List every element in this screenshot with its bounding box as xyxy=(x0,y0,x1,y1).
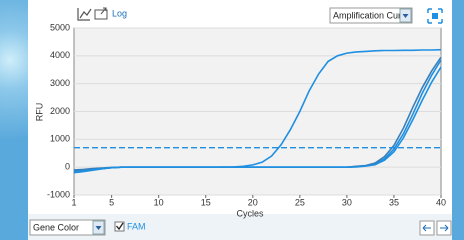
x-tick-label: 1 xyxy=(71,197,76,207)
y-tick-label: 0 xyxy=(65,162,70,172)
app-window: Log Amplification Curve Gene Color FAM C… xyxy=(0,0,464,240)
y-axis-label: RFU xyxy=(34,103,44,122)
chart: Log Amplification Curve Gene Color FAM C… xyxy=(0,0,464,240)
x-tick-label: 20 xyxy=(248,197,258,207)
color-dropdown-text: Gene Color xyxy=(33,222,79,232)
y-tick-label: 4000 xyxy=(50,50,70,60)
log-button[interactable]: Log xyxy=(112,8,127,18)
x-tick-label: 35 xyxy=(389,197,399,207)
x-tick-label: 15 xyxy=(201,197,211,207)
channel-label: FAM xyxy=(127,221,146,231)
x-axis-label: Cycles xyxy=(236,208,264,218)
view-dropdown-text: Amplification Curve xyxy=(333,10,411,20)
y-tick-label: -1000 xyxy=(47,189,70,199)
x-tick-label: 10 xyxy=(154,197,164,207)
x-tick-label: 40 xyxy=(436,197,446,207)
x-tick-label: 30 xyxy=(342,197,352,207)
y-tick-label: 3000 xyxy=(50,78,70,88)
x-tick-label: 25 xyxy=(295,197,305,207)
y-tick-label: 1000 xyxy=(50,134,70,144)
x-tick-label: 5 xyxy=(109,197,114,207)
y-tick-label: 5000 xyxy=(50,22,70,32)
y-tick-label: 2000 xyxy=(50,106,70,116)
